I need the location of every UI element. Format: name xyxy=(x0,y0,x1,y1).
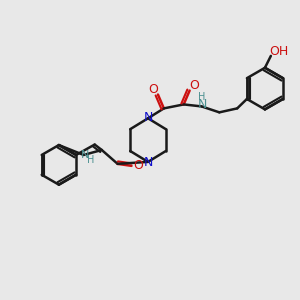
Text: OH: OH xyxy=(269,45,288,58)
Text: N: N xyxy=(80,150,89,160)
Text: O: O xyxy=(134,159,143,172)
Text: H: H xyxy=(198,92,205,103)
Text: N: N xyxy=(143,111,153,124)
Text: N: N xyxy=(198,98,207,111)
Text: H: H xyxy=(87,155,94,165)
Text: O: O xyxy=(190,79,200,92)
Text: N: N xyxy=(143,156,153,170)
Text: O: O xyxy=(148,83,158,96)
